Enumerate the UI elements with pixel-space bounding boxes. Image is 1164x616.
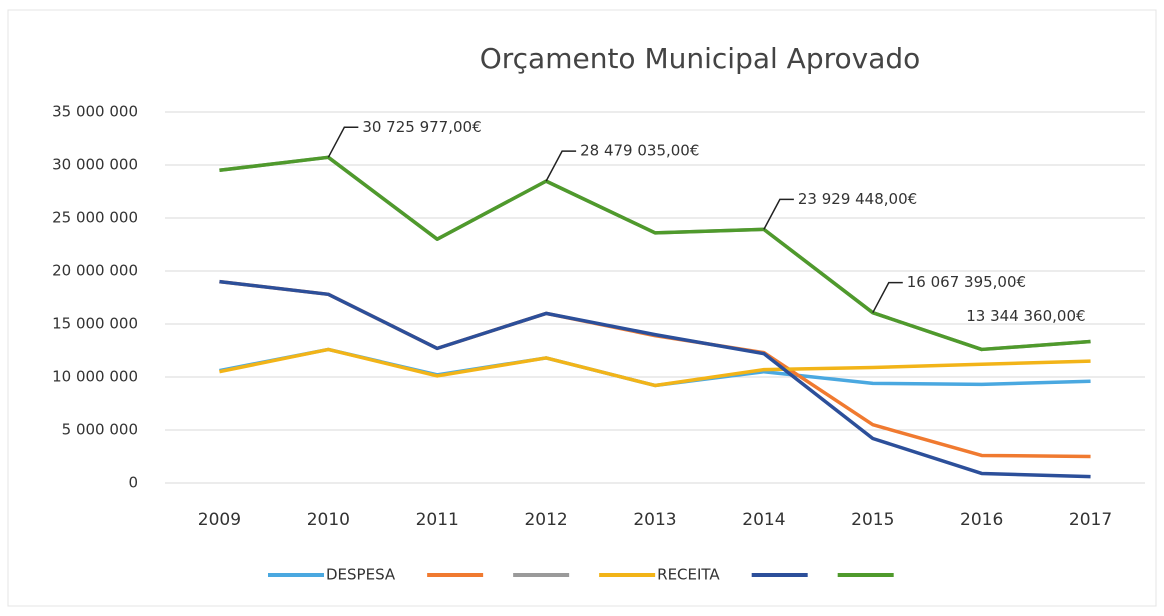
legend-label: DESPESA — [326, 566, 396, 584]
chart-title: Orçamento Municipal Aprovado — [480, 42, 921, 75]
y-tick-label: 30 000 000 — [52, 156, 138, 174]
x-tick-label: 2015 — [851, 510, 894, 530]
data-label: 13 344 360,00€ — [966, 307, 1085, 325]
series-line — [219, 347, 1091, 388]
series-line — [219, 279, 1091, 479]
chart-frame — [7, 9, 1157, 607]
data-label: 28 479 035,00€ — [580, 142, 699, 160]
y-tick-label: 25 000 000 — [52, 209, 138, 227]
y-tick-label: 0 — [128, 474, 138, 492]
x-tick-label: 2010 — [307, 510, 350, 530]
label-leader — [327, 126, 359, 158]
label-leader — [872, 281, 903, 314]
x-tick-label: 2009 — [198, 510, 241, 530]
x-tick-label: 2014 — [742, 510, 785, 530]
y-tick-label: 5 000 000 — [62, 421, 138, 439]
data-label: 16 067 395,00€ — [907, 273, 1026, 291]
label-leader — [763, 198, 794, 230]
x-tick-label: 2016 — [960, 510, 1003, 530]
data-label: 23 929 448,00€ — [798, 190, 917, 208]
x-tick-label: 2011 — [416, 510, 459, 530]
data-label: 30 725 977,00€ — [362, 118, 481, 136]
y-tick-label: 20 000 000 — [52, 262, 138, 280]
label-leader — [545, 150, 577, 182]
x-tick-label: 2012 — [524, 510, 567, 530]
legend-label: RECEITA — [657, 566, 720, 584]
series-line — [219, 155, 1091, 352]
y-tick-label: 15 000 000 — [52, 315, 138, 333]
y-tick-label: 10 000 000 — [52, 368, 138, 386]
y-tick-label: 35 000 000 — [52, 103, 138, 121]
x-tick-label: 2017 — [1069, 510, 1112, 530]
x-tick-label: 2013 — [633, 510, 676, 530]
